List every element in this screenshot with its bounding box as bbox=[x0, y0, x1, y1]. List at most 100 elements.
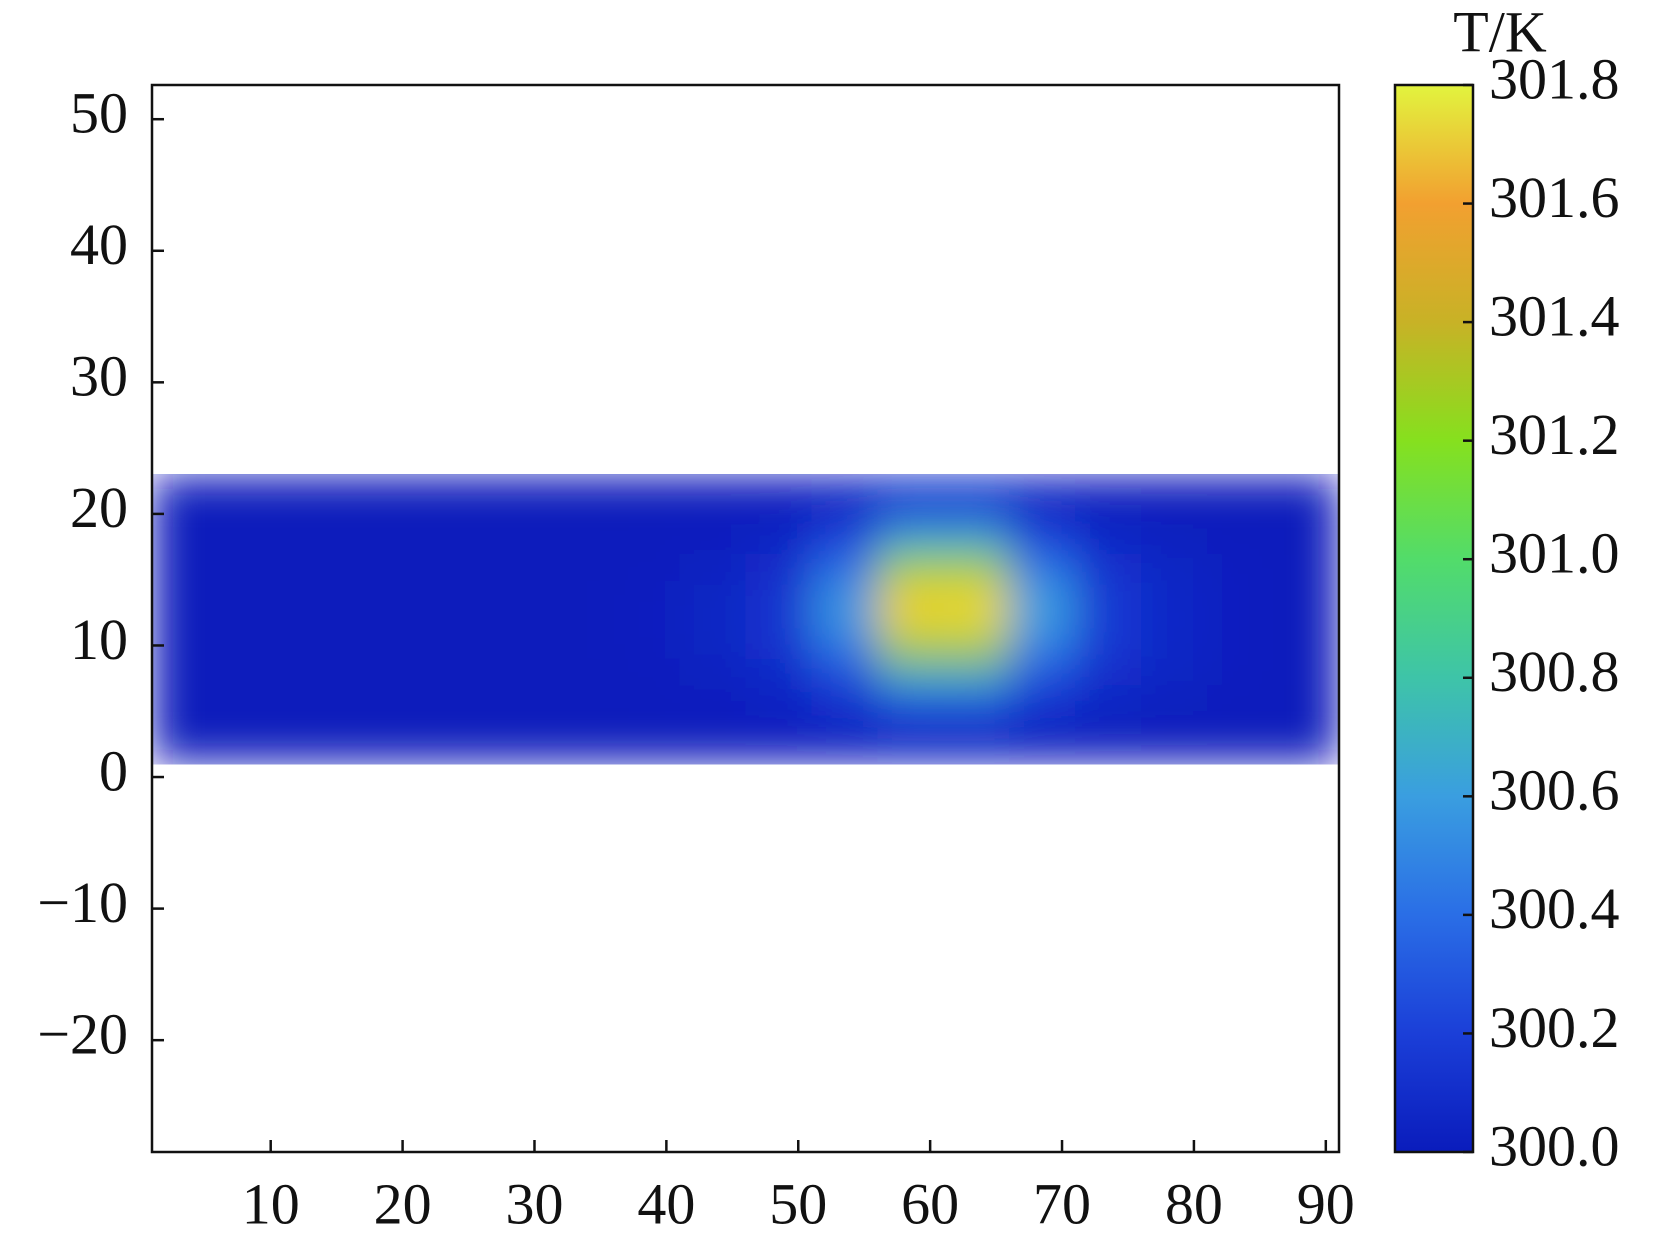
heat-cell bbox=[1141, 737, 1208, 765]
heat-cell bbox=[1075, 500, 1142, 528]
heat-cell bbox=[1273, 606, 1340, 633]
heat-cell bbox=[613, 658, 681, 686]
heat-cell bbox=[745, 606, 812, 633]
heat-cell bbox=[1273, 579, 1340, 607]
heat-cell bbox=[745, 474, 812, 502]
heat-cell bbox=[1207, 579, 1274, 607]
heat-cell bbox=[1075, 658, 1142, 686]
heat-cell bbox=[877, 579, 944, 607]
colorbar-tick-label: 300.6 bbox=[1489, 758, 1620, 823]
heat-cell bbox=[1075, 553, 1142, 581]
heat-cell bbox=[217, 527, 285, 554]
heat-cell bbox=[943, 474, 1010, 502]
heat-cell bbox=[811, 553, 878, 581]
heat-cell bbox=[1207, 658, 1274, 686]
heat-cell bbox=[1273, 527, 1340, 554]
x-tick-label: 10 bbox=[242, 1171, 300, 1236]
x-tick-label: 60 bbox=[901, 1171, 959, 1236]
heat-cell bbox=[415, 500, 483, 528]
heat-cell bbox=[349, 684, 417, 712]
heat-cell bbox=[679, 711, 746, 739]
heat-cell bbox=[745, 632, 812, 660]
heat-cell bbox=[1075, 632, 1142, 660]
heat-cell bbox=[613, 737, 681, 765]
heat-cell bbox=[217, 737, 285, 765]
heat-cell bbox=[943, 737, 1010, 765]
colorbar-tick-label: 301.8 bbox=[1489, 46, 1620, 111]
heat-cell bbox=[745, 658, 812, 686]
heat-cell bbox=[152, 658, 219, 686]
heat-cell bbox=[1207, 474, 1274, 502]
heat-cell bbox=[349, 500, 417, 528]
heat-cell bbox=[1141, 711, 1208, 739]
colorbar-tick-label: 300.2 bbox=[1489, 995, 1620, 1060]
heat-cell bbox=[283, 527, 351, 554]
heat-cell bbox=[877, 474, 944, 502]
heat-cell bbox=[811, 684, 878, 712]
heat-cell bbox=[283, 500, 351, 528]
x-tick-label: 30 bbox=[505, 1171, 563, 1236]
heat-cell bbox=[349, 553, 417, 581]
heat-cell bbox=[349, 579, 417, 607]
heat-cell bbox=[283, 579, 351, 607]
heat-cell bbox=[547, 711, 615, 739]
heat-cell bbox=[613, 684, 681, 712]
heat-cell bbox=[877, 711, 944, 739]
heat-cell bbox=[481, 737, 549, 765]
heat-cell bbox=[877, 527, 944, 554]
heat-cell bbox=[1273, 500, 1340, 528]
x-tick-label: 90 bbox=[1297, 1171, 1355, 1236]
heat-cell bbox=[1009, 474, 1076, 502]
heat-cell bbox=[217, 579, 285, 607]
heat-cell bbox=[349, 527, 417, 554]
heat-cell bbox=[547, 658, 615, 686]
heat-cell bbox=[1075, 737, 1142, 765]
heat-cell bbox=[613, 711, 681, 739]
heat-cell bbox=[283, 606, 351, 633]
heat-cell bbox=[613, 474, 681, 502]
heat-cell bbox=[481, 632, 549, 660]
heat-cell bbox=[1273, 658, 1340, 686]
heat-cell bbox=[1141, 500, 1208, 528]
colorbar-tick-label: 300.0 bbox=[1489, 1113, 1620, 1178]
heat-cell bbox=[877, 658, 944, 686]
heat-cell bbox=[415, 606, 483, 633]
heat-cell bbox=[283, 474, 351, 502]
heat-cell bbox=[481, 553, 549, 581]
y-tick-label: 40 bbox=[70, 212, 128, 277]
heat-cell bbox=[1141, 606, 1208, 633]
heat-cell bbox=[1207, 737, 1274, 765]
heat-cell bbox=[283, 684, 351, 712]
heat-cell bbox=[1075, 711, 1142, 739]
heat-cell bbox=[547, 579, 615, 607]
heat-cell bbox=[547, 527, 615, 554]
heat-cell bbox=[613, 632, 681, 660]
heat-cell bbox=[415, 684, 483, 712]
heat-cell bbox=[217, 553, 285, 581]
x-tick-label: 20 bbox=[374, 1171, 432, 1236]
heat-cell bbox=[1141, 684, 1208, 712]
heat-cell bbox=[1273, 632, 1340, 660]
heat-cell bbox=[349, 737, 417, 765]
heatmap bbox=[152, 474, 1340, 765]
heat-cell bbox=[943, 579, 1010, 607]
heat-cell bbox=[217, 658, 285, 686]
heat-cell bbox=[1207, 553, 1274, 581]
heat-cell bbox=[1009, 527, 1076, 554]
heat-cell bbox=[943, 527, 1010, 554]
heat-cell bbox=[481, 527, 549, 554]
heat-cell bbox=[547, 553, 615, 581]
heat-cell bbox=[349, 474, 417, 502]
heat-cell bbox=[481, 684, 549, 712]
plot-frame bbox=[150, 83, 1341, 1154]
y-tick-label: 50 bbox=[70, 81, 128, 146]
heat-cell bbox=[1141, 474, 1208, 502]
heat-cell bbox=[1273, 711, 1340, 739]
heat-cell bbox=[415, 632, 483, 660]
colorbar-tick-label: 301.6 bbox=[1489, 165, 1620, 230]
heat-cell bbox=[152, 579, 219, 607]
y-tick-label: 0 bbox=[99, 738, 128, 803]
heat-cell bbox=[943, 553, 1010, 581]
heat-cell bbox=[1141, 632, 1208, 660]
x-tick-label: 70 bbox=[1033, 1171, 1091, 1236]
